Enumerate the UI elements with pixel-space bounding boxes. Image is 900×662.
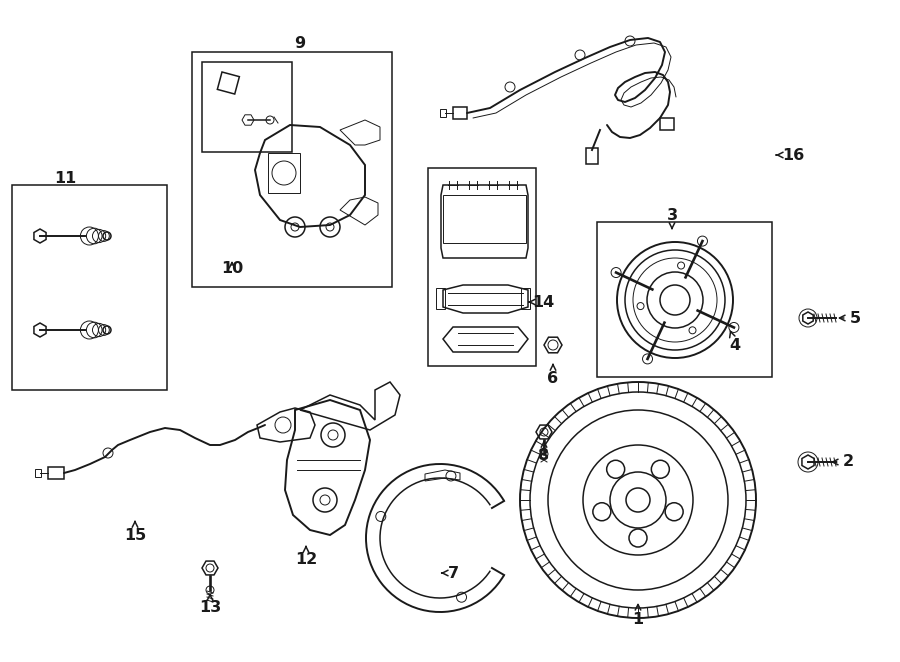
Text: 11: 11 [54,171,76,185]
Text: 1: 1 [633,604,643,628]
Bar [440,109,446,117]
Bar [586,148,598,164]
Text: 13: 13 [199,594,221,616]
Bar [443,195,526,243]
Bar [192,52,392,287]
Text: 7: 7 [442,565,459,581]
Text: 3: 3 [666,207,678,228]
Bar [217,72,239,94]
Bar [48,467,64,479]
Bar [35,469,41,477]
Text: 8: 8 [538,442,550,463]
Text: 16: 16 [777,148,804,162]
Text: 14: 14 [529,295,554,310]
Bar [597,222,772,377]
Bar [453,107,467,119]
Text: 4: 4 [729,332,741,352]
Text: 15: 15 [124,522,146,542]
Bar [268,153,300,193]
Bar [202,62,292,152]
Bar [436,288,445,309]
Text: 10: 10 [220,261,243,275]
Text: 12: 12 [295,546,317,567]
Text: 5: 5 [840,310,860,326]
Bar [428,168,536,366]
Text: 6: 6 [547,364,559,385]
Bar [12,185,167,390]
Bar [660,118,674,130]
Text: 9: 9 [294,36,306,50]
Text: 2: 2 [832,455,853,469]
Bar [521,288,530,309]
